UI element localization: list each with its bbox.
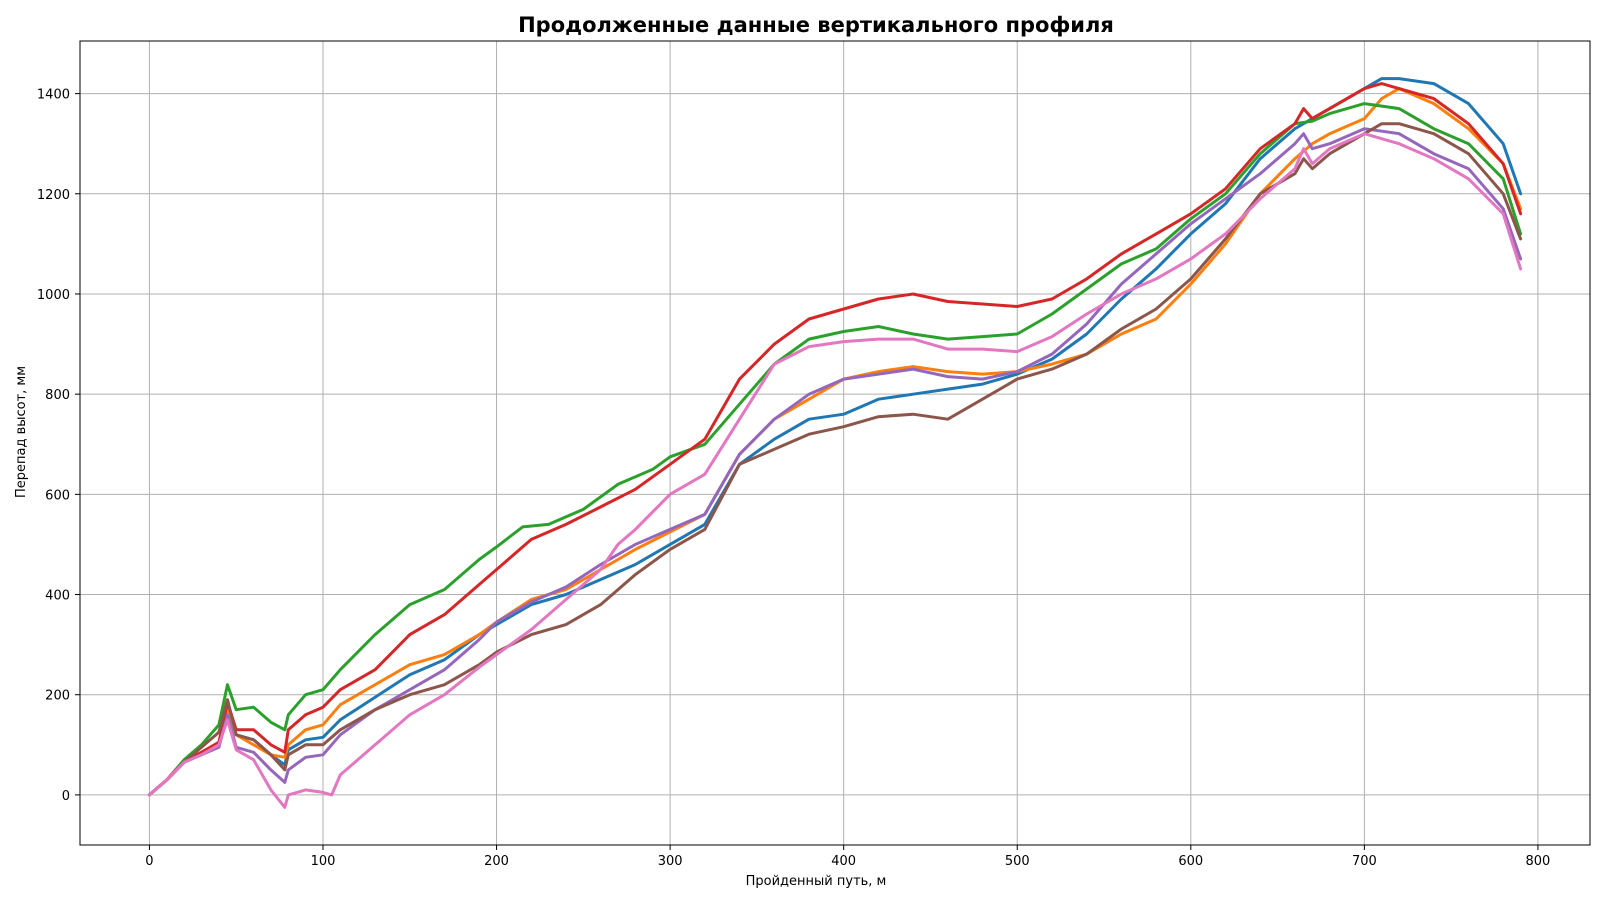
grid bbox=[80, 41, 1590, 845]
y-tick-label: 600 bbox=[45, 488, 70, 503]
plot-frame bbox=[79, 40, 1591, 846]
series-line-2 bbox=[147, 87, 1523, 797]
y-tick-label: 800 bbox=[45, 388, 70, 403]
x-tick-label: 500 bbox=[1005, 854, 1030, 869]
series-line-6 bbox=[147, 122, 1523, 797]
y-tick-label: 400 bbox=[45, 589, 70, 604]
series-line-3 bbox=[147, 102, 1523, 797]
series-line-1 bbox=[147, 77, 1523, 797]
x-tick-label: 700 bbox=[1352, 854, 1377, 869]
series-line-4 bbox=[147, 82, 1523, 797]
series-line-5 bbox=[147, 127, 1523, 797]
x-axis-label: Пройденный путь, м bbox=[746, 874, 887, 889]
x-tick-label: 400 bbox=[831, 854, 856, 869]
x-axis: 0 100 200 300 400 500 600 700 800 bbox=[145, 845, 1550, 869]
y-axis-label: Перепад высот, мм bbox=[14, 366, 29, 498]
x-tick-label: 600 bbox=[1178, 854, 1203, 869]
x-tick-label: 200 bbox=[484, 854, 509, 869]
x-tick-label: 300 bbox=[658, 854, 683, 869]
series-layer bbox=[147, 77, 1523, 809]
x-tick-label: 800 bbox=[1526, 854, 1551, 869]
y-tick-label: 200 bbox=[45, 689, 70, 704]
y-tick-label: 1000 bbox=[37, 288, 70, 303]
y-tick-label: 1400 bbox=[37, 88, 70, 103]
chart-title: Продолженные данные вертикального профил… bbox=[518, 13, 1114, 37]
series-line-7 bbox=[147, 132, 1523, 809]
y-tick-label: 1200 bbox=[37, 188, 70, 203]
x-tick-label: 0 bbox=[145, 854, 153, 869]
x-tick-label: 100 bbox=[311, 854, 336, 869]
y-tick-label: 0 bbox=[62, 789, 70, 804]
y-axis: 0 200 400 600 800 1000 1200 1400 bbox=[37, 88, 80, 804]
